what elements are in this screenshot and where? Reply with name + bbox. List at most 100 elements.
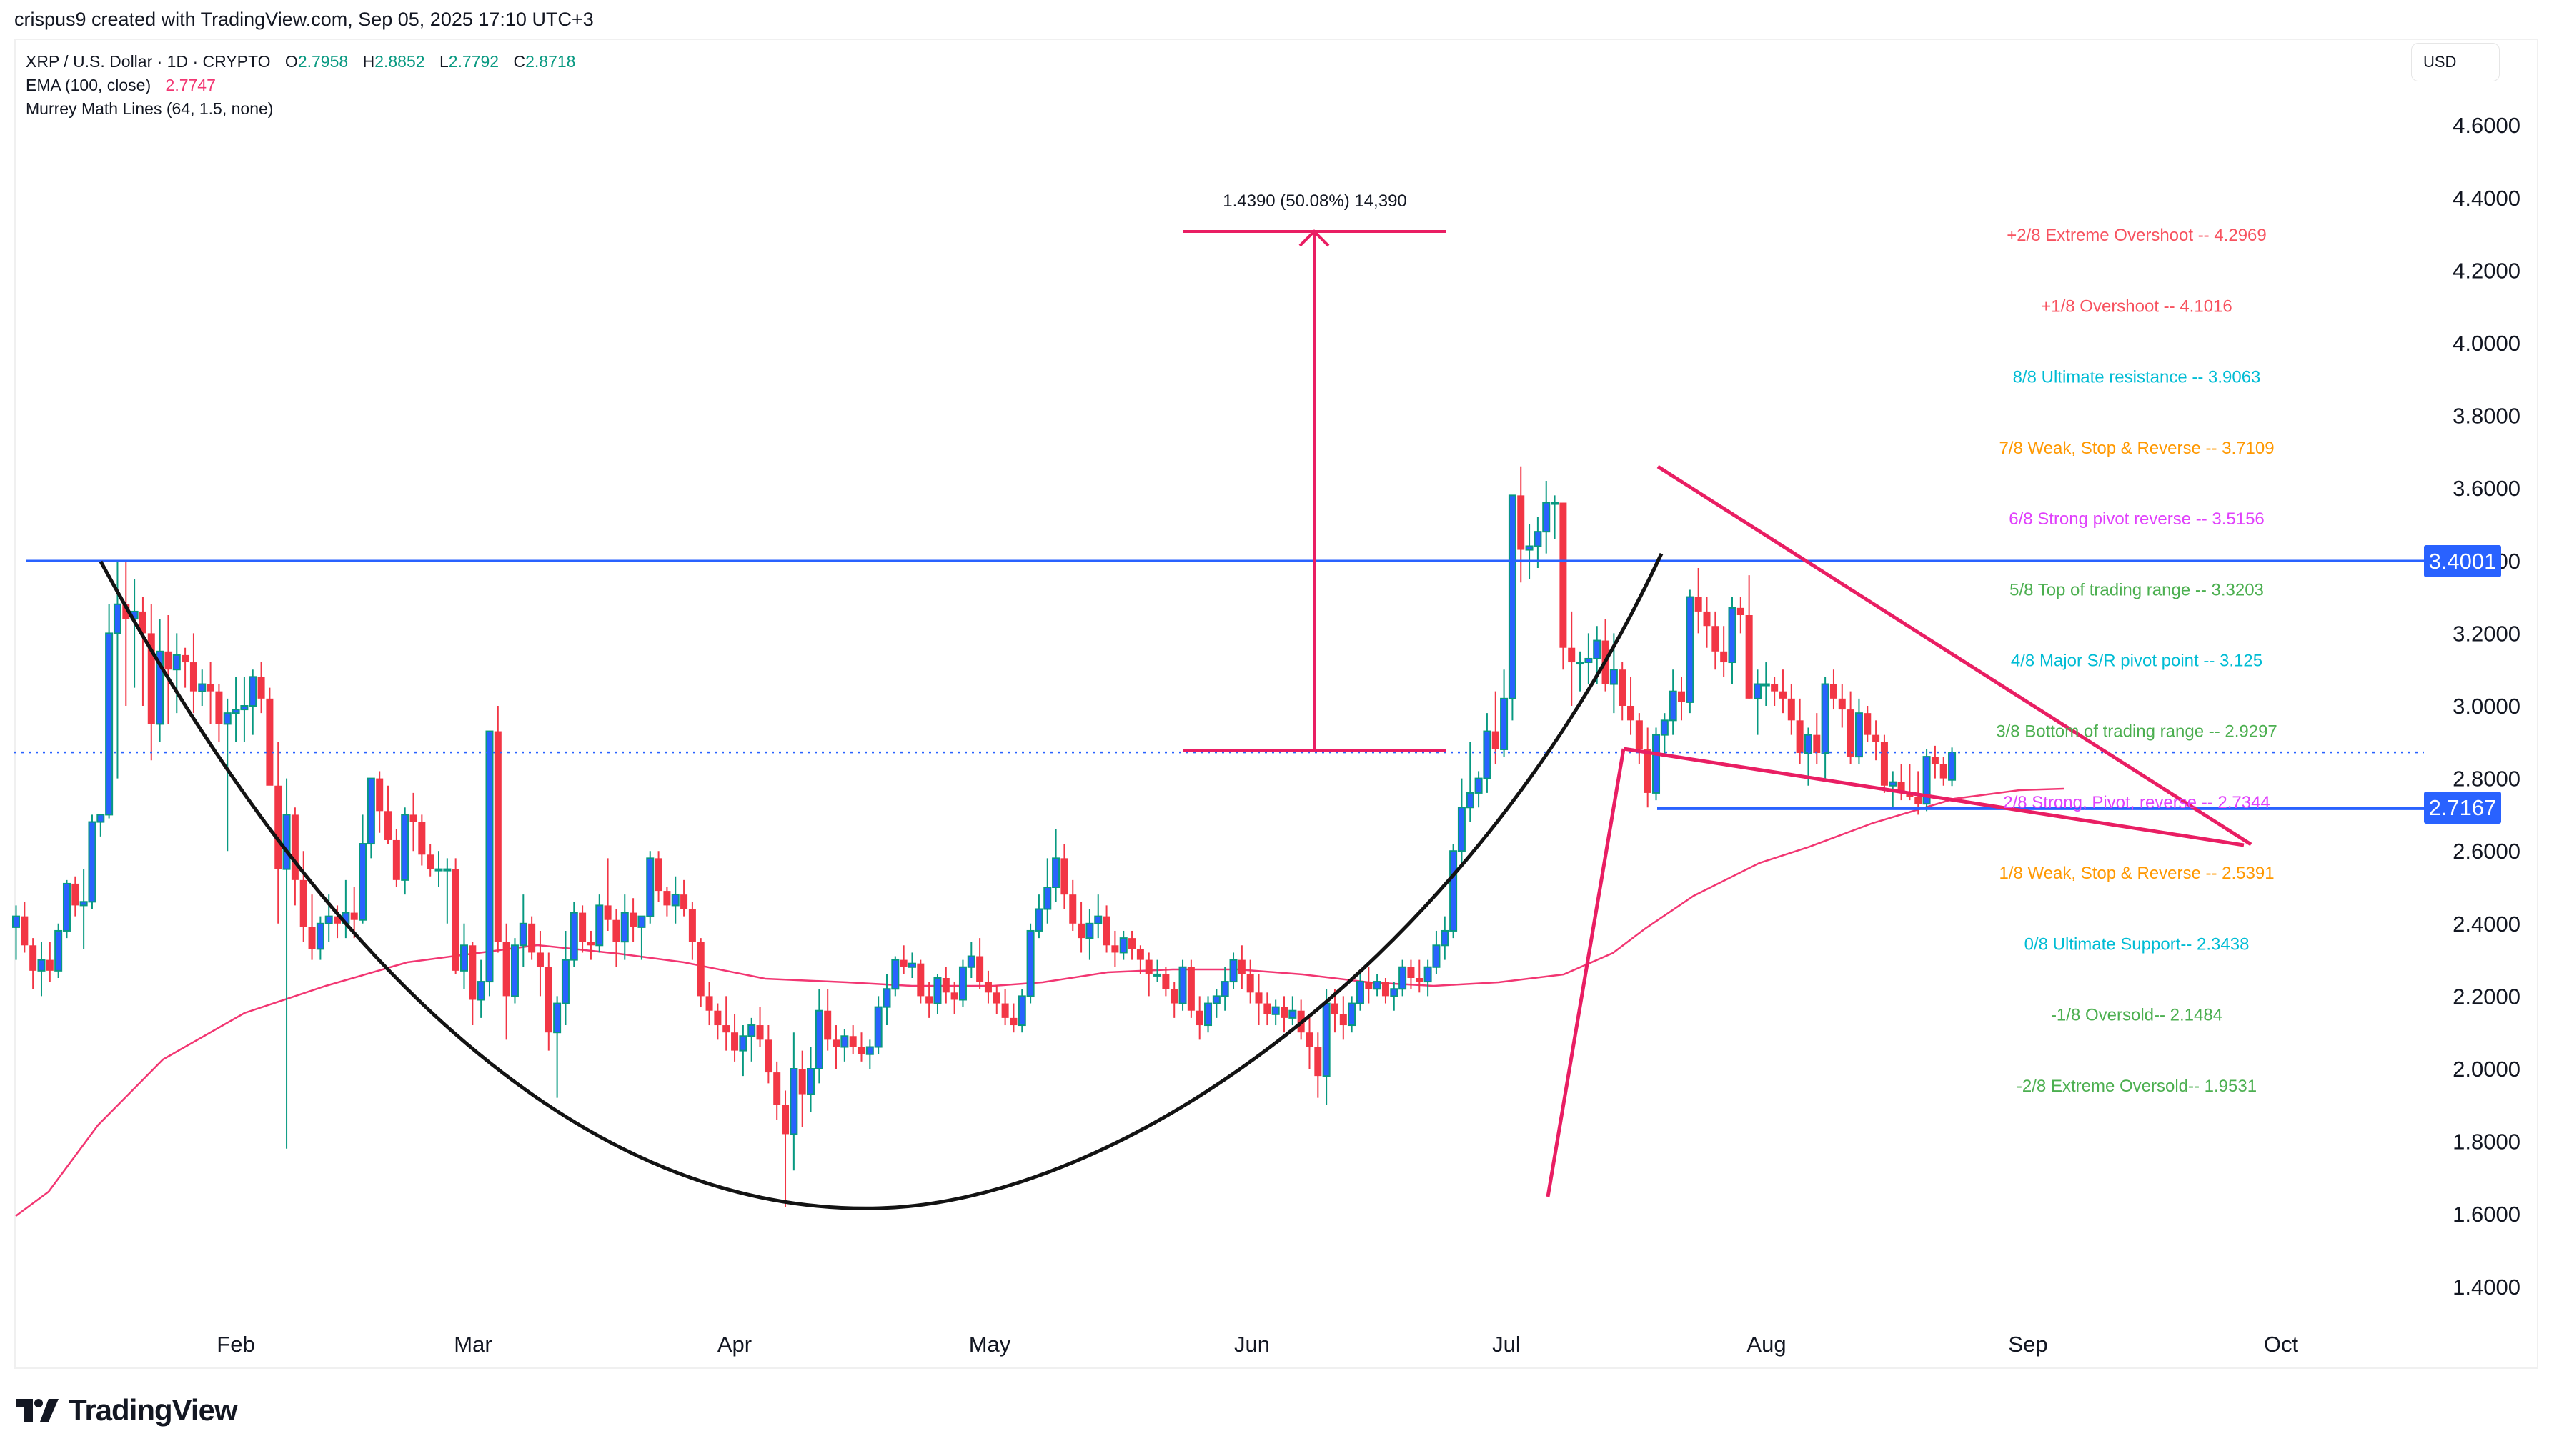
candle-body-bear xyxy=(545,967,552,1033)
candle-body-bull xyxy=(54,929,63,972)
candle-body-bear xyxy=(697,942,705,997)
candle-body-bear xyxy=(384,811,392,840)
tradingview-logo[interactable]: TradingView xyxy=(16,1393,238,1427)
candle-body-bull xyxy=(1728,607,1736,664)
candle-body-bull xyxy=(1576,662,1584,665)
candle-body-bear xyxy=(536,952,544,967)
candle-body-bull xyxy=(1534,531,1542,547)
candle-body-bear xyxy=(392,839,400,880)
candle-body-bear xyxy=(189,662,197,692)
candle-body-bear xyxy=(1703,611,1711,627)
ema-value: 2.7747 xyxy=(165,76,216,94)
candle-body-bull xyxy=(1609,669,1618,685)
candle-body-bear xyxy=(164,651,172,670)
horizontal-lines[interactable] xyxy=(14,559,2424,810)
candle-body-bull xyxy=(198,683,207,692)
candle-body-bear xyxy=(1314,1047,1322,1077)
murrey-level-label: 2/8 Strong, Pivot, reverse -- 2.7344 xyxy=(2003,793,2270,812)
price-axis[interactable]: 4.60004.40004.20004.00003.80003.60003.40… xyxy=(2453,113,2520,1300)
candle-body-bull xyxy=(1686,596,1694,703)
price-tick: 3.6000 xyxy=(2453,476,2520,501)
candle-body-bull xyxy=(1525,545,1534,551)
candle-body-bear xyxy=(1407,967,1415,978)
candle-body-bear xyxy=(29,945,37,971)
candle-body-bull xyxy=(1854,712,1863,758)
candle-body-bear xyxy=(274,785,282,869)
candle-body-bull xyxy=(1889,781,1897,787)
candle-body-bear xyxy=(502,942,510,997)
candle-body-bull xyxy=(12,915,20,928)
candle-body-bear xyxy=(1914,797,1922,804)
price-tick: 1.6000 xyxy=(2453,1202,2520,1227)
murrey-label: Murrey Math Lines (64, 1.5, none) xyxy=(26,99,274,118)
candle-body-bear xyxy=(1196,1010,1203,1026)
ema-label: EMA (100, close) xyxy=(26,76,151,94)
candle-body-bear xyxy=(1339,1014,1347,1026)
chart-legend: XRP / U.S. Dollar · 1D · CRYPTO O2.7958 … xyxy=(26,50,575,121)
candle-body-bear xyxy=(1381,982,1389,997)
candle-body-bull xyxy=(1457,807,1466,852)
candle-body-bear xyxy=(1103,916,1110,946)
price-tick: 2.6000 xyxy=(2453,839,2520,864)
ema-100-line xyxy=(15,787,2064,1217)
legend-symbol-row[interactable]: XRP / U.S. Dollar · 1D · CRYPTO O2.7958 … xyxy=(26,52,576,71)
candle-body-bull xyxy=(958,966,967,1001)
candle-body-bull xyxy=(1652,734,1661,794)
candle-body-bear xyxy=(782,1105,790,1135)
candle-body-bear xyxy=(1517,495,1525,550)
legend-ema-row[interactable]: EMA (100, close) 2.7747 xyxy=(26,74,575,97)
candle-body-bear xyxy=(688,909,696,942)
candle-body-bear xyxy=(1111,945,1119,953)
candle-body-bear xyxy=(858,1047,865,1054)
price-tick: 2.0000 xyxy=(2453,1057,2520,1082)
candle-body-bull xyxy=(790,1068,798,1135)
candle-body-bear xyxy=(1619,669,1626,706)
candle-body-bear xyxy=(215,691,223,724)
candle-body-bear xyxy=(993,992,1000,1004)
murrey-level-label: 3/8 Bottom of trading range -- 2.9297 xyxy=(1996,722,2277,742)
candle-body-bull xyxy=(646,857,655,917)
time-axis[interactable]: Feb Mar Apr May Jun Jul Aug Sep Oct xyxy=(217,1332,2298,1357)
candle-body-bull xyxy=(1026,929,1035,997)
drawings[interactable] xyxy=(99,229,2252,1210)
candle-body-bull xyxy=(1593,639,1601,659)
candle-body-bull xyxy=(1035,908,1043,932)
symbol-name: XRP / U.S. Dollar · 1D · CRYPTO xyxy=(26,52,271,71)
candle-body-bear xyxy=(21,916,29,946)
candle-body-bull xyxy=(967,955,975,968)
candle-body-bear xyxy=(1128,938,1136,949)
candle-body-bull xyxy=(62,882,71,932)
candle-body-bear xyxy=(376,778,384,812)
candle-body-bear xyxy=(494,731,502,942)
candle-body-bear xyxy=(1847,709,1854,757)
murrey-level-label: 4/8 Major S/R pivot point -- 3.125 xyxy=(2011,652,2262,671)
price-tick: 4.4000 xyxy=(2453,186,2520,211)
legend-murrey-row[interactable]: Murrey Math Lines (64, 1.5, none) xyxy=(26,97,575,121)
currency-button[interactable]: USD xyxy=(2411,43,2500,81)
candlestick-series xyxy=(12,466,1957,1207)
candle-body-bear xyxy=(950,992,958,1000)
candle-body-bear xyxy=(1246,974,1254,993)
candle-body-bear xyxy=(427,854,434,869)
candle-body-bear xyxy=(1644,749,1651,793)
brand-name: TradingView xyxy=(69,1393,238,1427)
candle-body-bear xyxy=(925,996,933,1004)
time-tick: Feb xyxy=(217,1332,254,1357)
candle-body-bear xyxy=(139,611,146,634)
candle-body-bear xyxy=(207,684,214,692)
candle-body-bear xyxy=(1281,1007,1288,1018)
candle-body-bull xyxy=(1922,756,1931,805)
candle-body-bear xyxy=(765,1039,772,1073)
candle-body-bull xyxy=(324,915,333,924)
candle-body-bear xyxy=(1872,734,1880,742)
candle-body-bear xyxy=(756,1025,764,1040)
candle-body-bear xyxy=(452,869,459,971)
candle-body-bull xyxy=(840,1035,849,1048)
candle-body-bear xyxy=(1880,742,1888,786)
candle-body-bear xyxy=(798,1069,806,1095)
candle-body-bear xyxy=(1829,684,1837,699)
candle-body-bull xyxy=(1669,690,1677,722)
murrey-level-label: 6/8 Strong pivot reverse -- 3.5156 xyxy=(2009,509,2265,529)
murrey-level-label: 5/8 Top of trading range -- 3.3203 xyxy=(2009,580,2264,599)
